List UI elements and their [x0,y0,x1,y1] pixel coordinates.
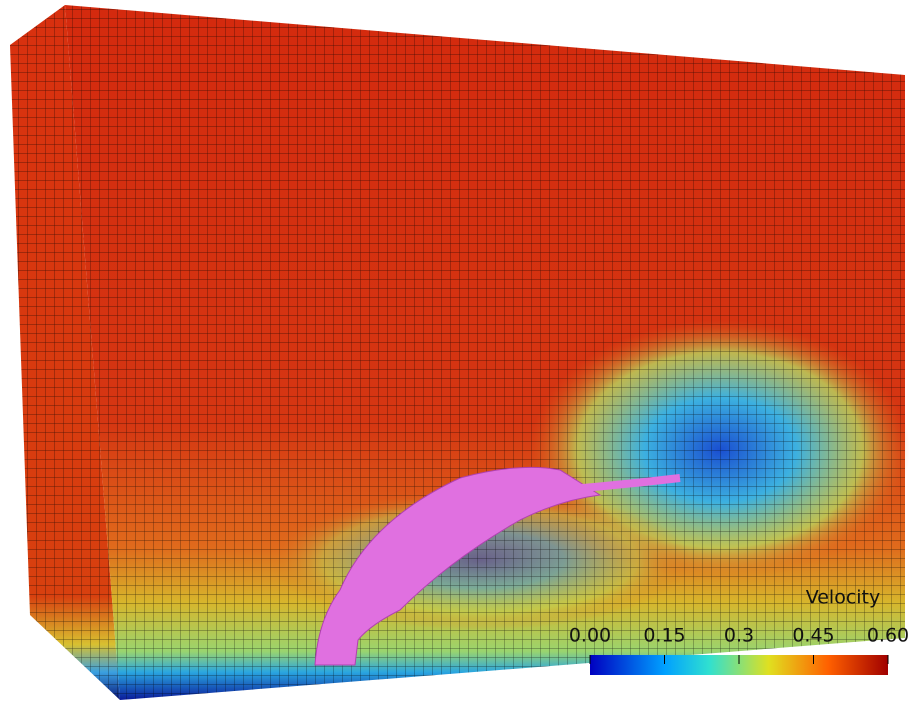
colorbar-tick-label: 0.15 [643,625,685,647]
colorbar-tick-label: 0.00 [569,625,611,647]
render-view: Velocity 0.00 0.15 0.3 0.45 0.60 [0,0,914,704]
colorbar-tick-label: 0.45 [792,625,834,647]
front-face-mesh [65,5,905,700]
colorbar-tick-label: 0.60 [867,625,909,647]
colorbar-tick-label: 0.3 [724,625,754,647]
page: Velocity 0.000.150.30.450.60 (() => { co… [0,0,914,708]
colorbar-title: Velocity [806,587,881,609]
